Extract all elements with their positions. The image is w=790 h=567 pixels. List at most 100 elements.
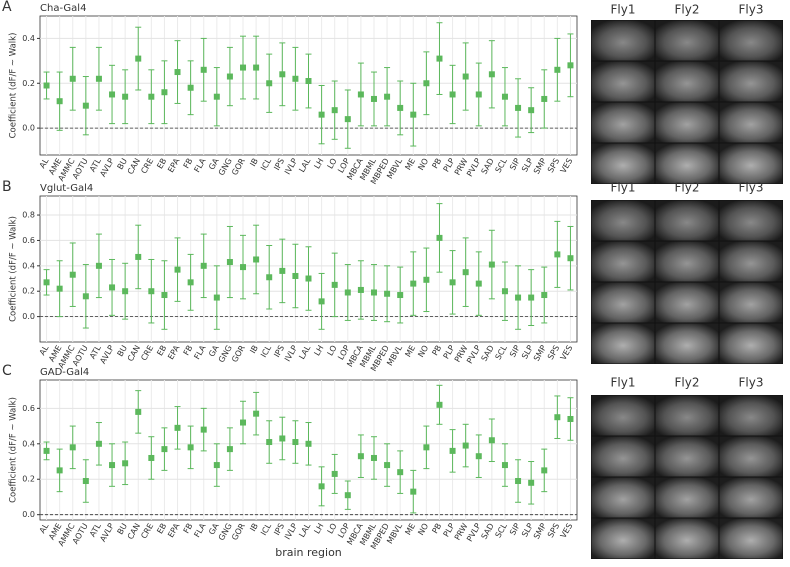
x-tick-label: PVLP bbox=[465, 344, 483, 366]
x-tick-label: CRE bbox=[139, 344, 155, 363]
x-tick-label: ICL bbox=[259, 343, 273, 359]
point bbox=[292, 439, 299, 446]
point bbox=[515, 294, 522, 301]
point bbox=[213, 93, 220, 100]
brain-image bbox=[591, 20, 655, 61]
x-tick-label: LH bbox=[312, 522, 325, 536]
point bbox=[292, 75, 299, 82]
point bbox=[82, 478, 89, 485]
point bbox=[318, 298, 325, 305]
point bbox=[109, 284, 116, 291]
brain-image bbox=[719, 436, 783, 477]
point bbox=[436, 234, 443, 241]
x-axis-label: brain region bbox=[275, 546, 342, 559]
chart-title: Vglut-Gal4 bbox=[40, 183, 93, 194]
point bbox=[82, 293, 89, 300]
brain-image bbox=[591, 241, 655, 282]
x-tick-label: ICL bbox=[259, 521, 273, 537]
point bbox=[135, 253, 142, 260]
point bbox=[436, 401, 443, 408]
point bbox=[554, 66, 561, 73]
brain-image bbox=[655, 200, 719, 241]
brain-image bbox=[591, 477, 655, 518]
point bbox=[397, 104, 404, 111]
point bbox=[240, 64, 247, 71]
brain-image bbox=[655, 477, 719, 518]
point bbox=[554, 414, 561, 421]
x-tick-label: FB bbox=[182, 344, 195, 357]
point bbox=[541, 95, 548, 102]
point bbox=[56, 98, 63, 105]
point bbox=[226, 259, 233, 266]
point bbox=[370, 454, 377, 461]
point bbox=[475, 453, 482, 460]
point bbox=[397, 469, 404, 476]
x-tick-label: ICL bbox=[259, 156, 273, 172]
x-tick-label: SCL bbox=[494, 156, 510, 174]
point bbox=[370, 95, 377, 102]
x-tick-label: SCL bbox=[494, 343, 510, 361]
point bbox=[462, 442, 469, 449]
point bbox=[148, 93, 155, 100]
column-title: Fly3 bbox=[739, 3, 764, 17]
point bbox=[266, 439, 273, 446]
x-tick-label: EPA bbox=[166, 156, 181, 174]
point bbox=[279, 71, 286, 78]
x-tick-label: FLA bbox=[192, 156, 207, 174]
point bbox=[567, 255, 574, 262]
brain-image bbox=[719, 20, 783, 61]
point bbox=[161, 89, 168, 96]
x-tick-label: SMP bbox=[532, 157, 548, 176]
panel-letter: B bbox=[2, 179, 12, 195]
x-tick-label: VES bbox=[559, 522, 575, 540]
brain-image bbox=[655, 395, 719, 436]
point bbox=[541, 292, 548, 299]
brain-image bbox=[655, 61, 719, 102]
x-tick-label: LH bbox=[312, 344, 325, 358]
point bbox=[187, 84, 194, 91]
point bbox=[122, 288, 129, 295]
brain-image bbox=[591, 143, 655, 184]
point bbox=[109, 462, 116, 469]
point bbox=[554, 251, 561, 258]
point bbox=[200, 66, 207, 73]
x-tick-label: SMP bbox=[532, 344, 548, 363]
point bbox=[279, 435, 286, 442]
point bbox=[528, 479, 535, 486]
x-tick-label: GOR bbox=[230, 156, 247, 177]
point bbox=[449, 91, 456, 98]
point bbox=[501, 288, 508, 295]
point bbox=[449, 447, 456, 454]
point bbox=[200, 426, 207, 433]
point bbox=[344, 492, 351, 499]
point bbox=[357, 91, 364, 98]
brain-image bbox=[655, 518, 719, 559]
point bbox=[528, 107, 535, 114]
x-tick-label: SCL bbox=[494, 521, 510, 539]
point bbox=[56, 467, 63, 474]
x-tick-label: PVLP bbox=[465, 522, 483, 544]
chart-title: GAD-Gal4 bbox=[40, 367, 89, 378]
point bbox=[410, 111, 417, 118]
x-tick-label: PB bbox=[430, 522, 443, 535]
x-tick-label: LAL bbox=[297, 343, 312, 361]
column-title: Fly3 bbox=[739, 181, 764, 195]
x-tick-label: CRE bbox=[139, 522, 155, 541]
point bbox=[69, 75, 76, 82]
x-tick-label: IB bbox=[248, 344, 260, 355]
point bbox=[423, 444, 430, 451]
point bbox=[122, 93, 129, 100]
brain-image bbox=[655, 323, 719, 364]
x-tick-label: AVLP bbox=[98, 344, 116, 366]
point bbox=[384, 93, 391, 100]
x-tick-label: IB bbox=[248, 157, 260, 168]
x-tick-label: AVLP bbox=[98, 522, 116, 544]
point bbox=[226, 73, 233, 80]
x-tick-label: FLA bbox=[192, 521, 207, 539]
x-tick-label: NO bbox=[416, 522, 430, 537]
x-tick-label: IB bbox=[248, 522, 260, 533]
point bbox=[135, 408, 142, 415]
y-tick-label: 0.2 bbox=[22, 287, 35, 296]
point bbox=[449, 279, 456, 286]
x-tick-label: PVLP bbox=[465, 157, 483, 179]
